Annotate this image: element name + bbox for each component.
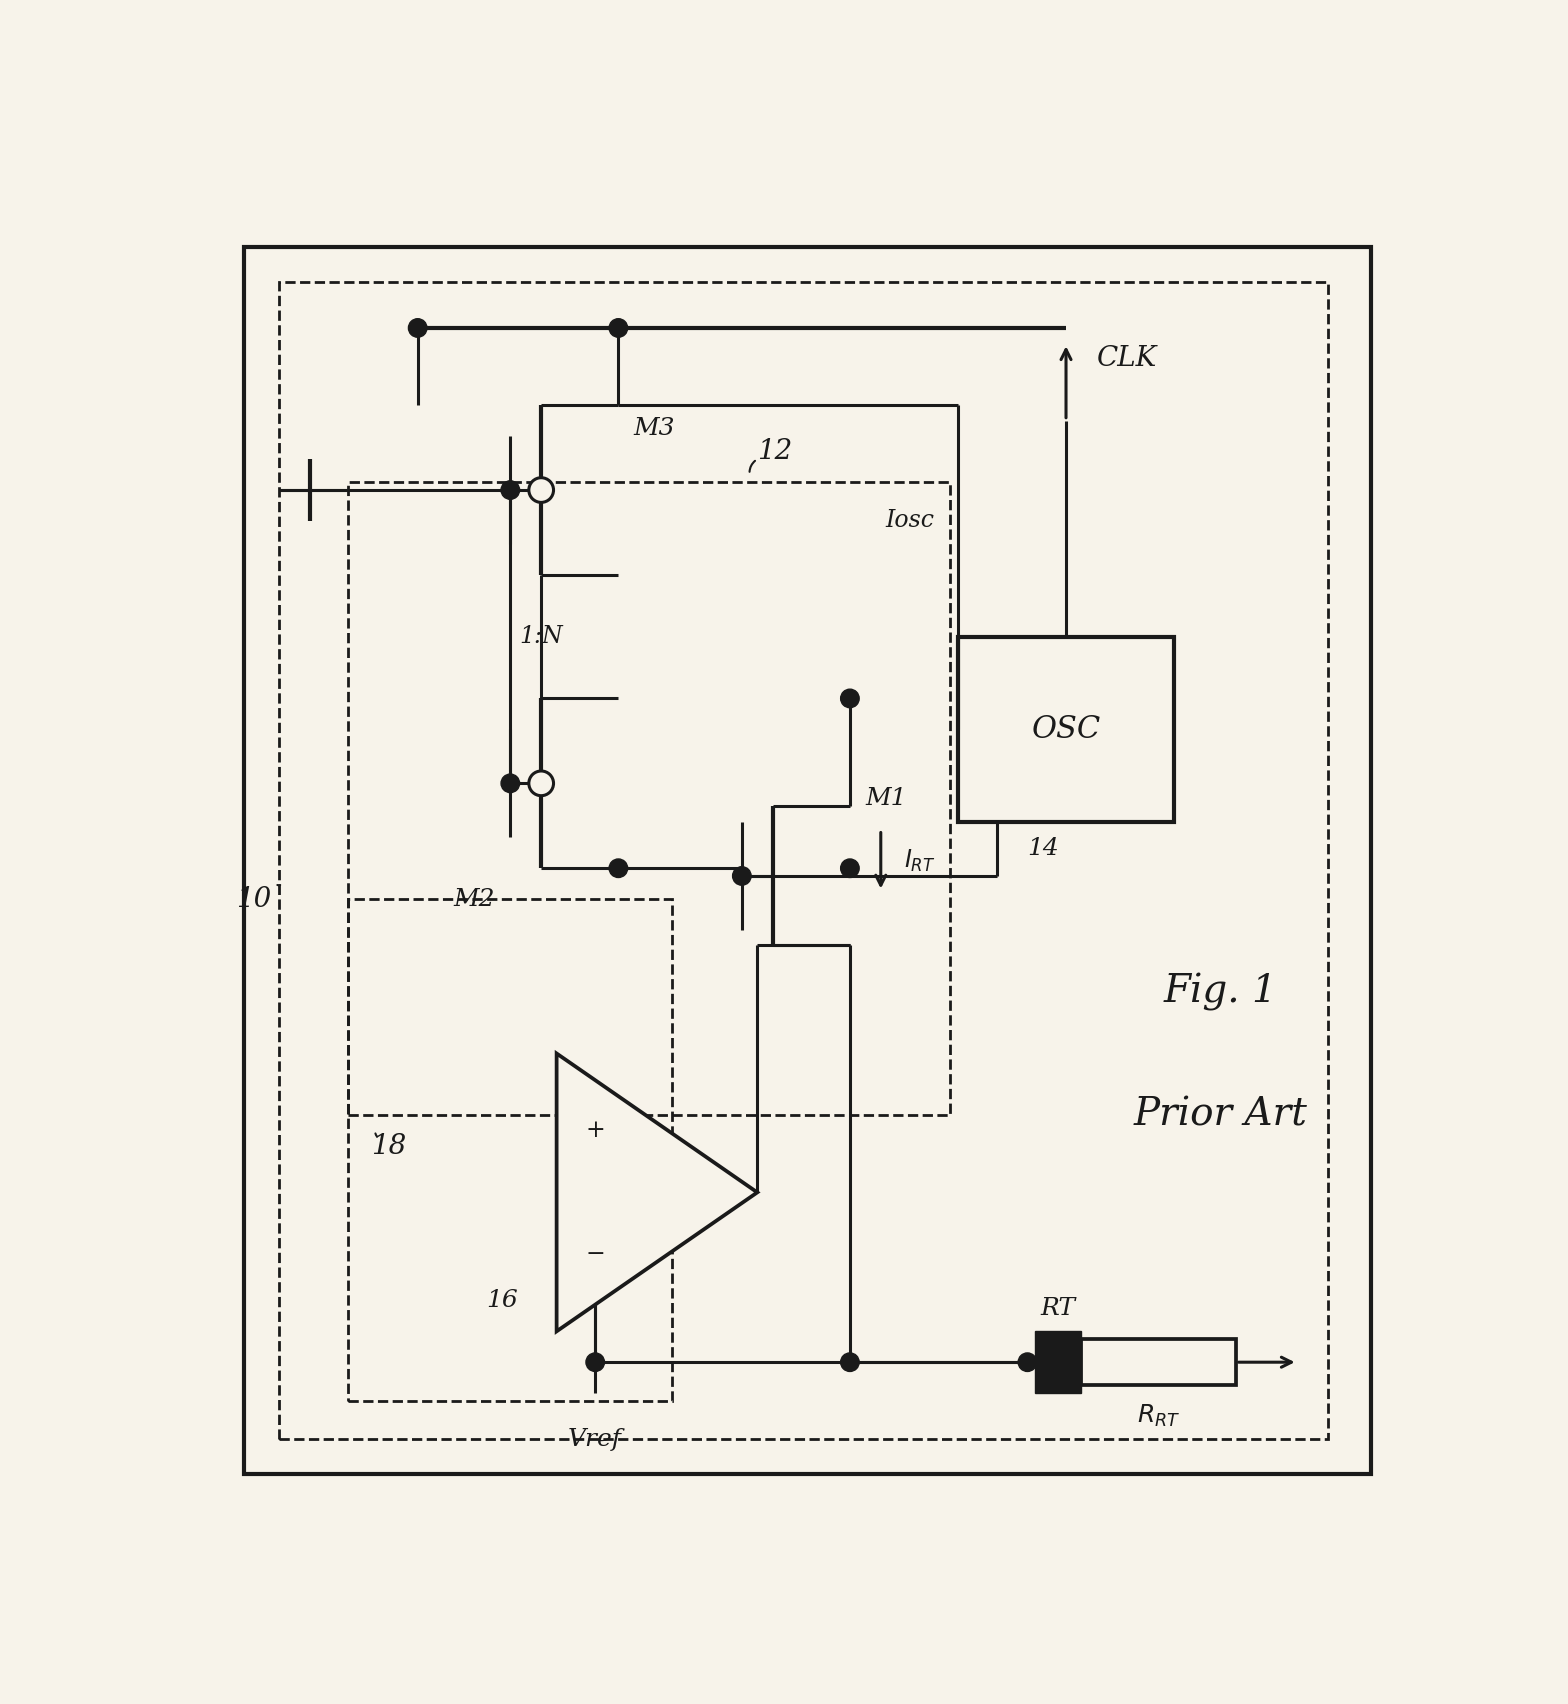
Text: M1: M1 — [866, 787, 906, 811]
Text: Prior Art: Prior Art — [1134, 1097, 1308, 1133]
Bar — [958, 637, 1174, 821]
Text: Vref: Vref — [568, 1428, 622, 1450]
Text: +: + — [585, 1120, 605, 1142]
Circle shape — [608, 319, 627, 337]
Circle shape — [1018, 1353, 1036, 1372]
Text: RT: RT — [1041, 1297, 1076, 1319]
Circle shape — [840, 688, 859, 707]
Text: CLK: CLK — [1098, 346, 1157, 373]
Text: $R_{RT}$: $R_{RT}$ — [1137, 1402, 1181, 1430]
Circle shape — [528, 477, 554, 503]
Circle shape — [840, 859, 859, 878]
Text: 18: 18 — [372, 1133, 406, 1160]
Text: 16: 16 — [486, 1288, 517, 1312]
Text: 12: 12 — [757, 438, 792, 465]
Text: 14: 14 — [1027, 837, 1058, 861]
Bar — [348, 900, 673, 1401]
Circle shape — [528, 770, 554, 796]
Bar — [279, 281, 1328, 1440]
Text: Iosc: Iosc — [886, 509, 935, 532]
Bar — [348, 482, 950, 1114]
Circle shape — [840, 1353, 859, 1372]
Text: M3: M3 — [633, 417, 676, 440]
Circle shape — [732, 867, 751, 884]
Bar — [1082, 1339, 1236, 1385]
Text: $I_{RT}$: $I_{RT}$ — [903, 847, 936, 874]
Text: M2: M2 — [453, 888, 495, 910]
Text: 10: 10 — [235, 886, 271, 913]
Polygon shape — [557, 1053, 757, 1331]
Text: Fig. 1: Fig. 1 — [1163, 973, 1278, 1010]
Circle shape — [408, 319, 426, 337]
Circle shape — [608, 859, 627, 878]
Text: OSC: OSC — [1032, 714, 1101, 745]
Bar — [1035, 1331, 1082, 1394]
Text: 1:N: 1:N — [519, 625, 563, 648]
Circle shape — [586, 1353, 605, 1372]
Circle shape — [502, 774, 519, 792]
Text: −: − — [585, 1242, 605, 1266]
Circle shape — [502, 481, 519, 499]
